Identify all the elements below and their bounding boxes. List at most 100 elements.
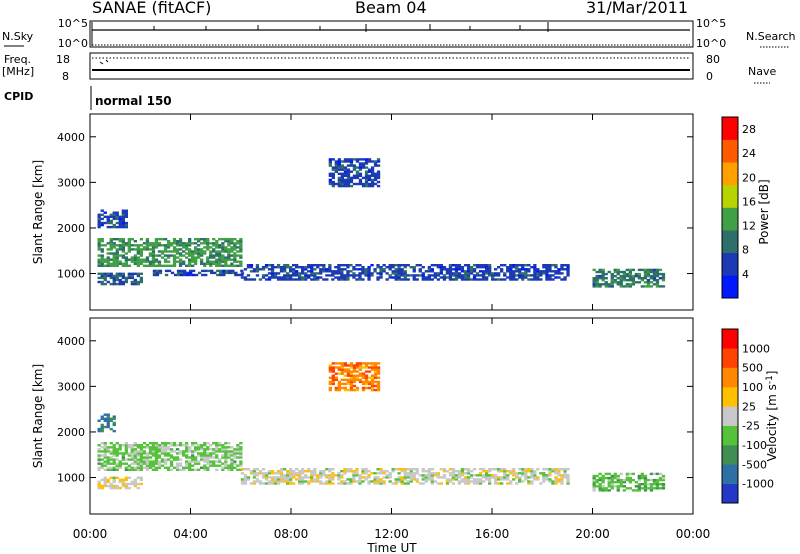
power-echo-cell [394,274,398,277]
velocity-colorbar-tick: 25 [742,400,756,413]
power-echo-cell [218,254,222,257]
power-echo-cell [376,180,381,184]
velocity-echo-cell [124,444,128,447]
power-echo-cell [166,264,171,267]
velocity-echo-cell [289,472,293,475]
power-echo-cell [218,256,222,259]
power-echo-cell [518,272,522,275]
power-echo-cell [219,271,223,275]
power-echo-cell [201,269,205,273]
velocity-echo-cell [610,476,614,480]
velocity-echo-cell [367,470,371,473]
velocity-echo-cell [243,468,248,471]
velocity-echo-cell [370,378,375,381]
power-echo-cell [412,268,416,271]
velocity-echo-cell [130,482,134,486]
velocity-echo-cell [252,482,257,485]
velocity-echo-cell [240,468,245,471]
velocity-echo-cell [252,472,257,475]
velocity-echo-cell [103,452,107,455]
power-echo-cell [97,215,101,218]
power-echo-cell [448,266,453,269]
power-echo-cell [118,260,122,263]
velocity-echo-cell [142,442,147,445]
velocity-echo-cell [625,478,629,482]
velocity-echo-cell [139,450,143,453]
velocity-echo-cell [343,470,347,473]
power-echo-cell [622,285,626,288]
velocity-echo-cell [218,444,222,447]
power-echo-cell [370,264,374,267]
power-echo-cell [628,268,632,272]
power-echo-cell [649,274,654,278]
velocity-echo-cell [331,368,335,371]
velocity-echo-cell [283,480,287,483]
power-echo-cell [121,254,125,257]
velocity-echo-cell [337,482,341,485]
power-echo-cell [261,276,266,279]
power-echo-cell [439,272,443,275]
velocity-echo-cell [430,472,434,475]
velocity-echo-cell [457,476,462,479]
velocity-echo-cell [637,483,641,486]
velocity-echo-cell [185,462,189,465]
power-echo-cell [424,278,428,281]
power-echo-cell [334,166,338,169]
velocity-echo-cell [258,482,263,485]
velocity-echo-cell [115,454,119,457]
power-echo-cell [343,172,348,175]
velocity-echo-cell [97,427,101,431]
power-echo-cell [176,269,181,273]
power-echo-cell [361,278,365,281]
power-echo-cell [364,180,369,184]
velocity-echo-cell [364,472,368,475]
velocity-echo-cell [112,446,116,449]
power-echo-cell [100,213,104,216]
velocity-echo-cell [206,462,210,465]
power-echo-cell [136,274,140,278]
power-colorbar-swatch [722,117,738,140]
power-echo-cell [218,250,222,253]
velocity-echo-cell [592,481,596,484]
power-echo-cell [367,160,372,163]
power-echo-cell [313,276,317,279]
power-echo-cell [115,254,119,257]
velocity-echo-cell [361,476,365,479]
power-echo-cell [554,276,558,279]
power-echo-cell [97,238,101,241]
velocity-echo-cell [613,485,617,488]
freq-tick-left-top: 18 [56,53,70,66]
velocity-echo-cell [197,460,201,463]
velocity-echo-cell [373,376,378,379]
power-echo-cell [385,272,389,275]
power-echo-cell [227,242,231,245]
power-echo-cell [155,271,160,275]
velocity-echo-cell [412,468,416,471]
power-echo-cell [445,276,450,279]
power-echo-cell [246,266,251,269]
velocity-echo-cell [97,419,101,422]
velocity-echo-cell [518,468,522,471]
velocity-echo-cell [175,466,180,469]
velocity-echo-cell [409,476,413,479]
power-echo-cell [97,260,101,263]
velocity-echo-cell [530,480,534,483]
power-echo-cell [133,244,137,247]
power-echo-cell [109,215,113,218]
velocity-echo-cell [518,476,522,479]
velocity-echo-cell [301,476,305,479]
power-echo-cell [457,274,462,277]
power-echo-cell [127,238,131,241]
power-echo-cell [112,260,116,263]
velocity-echo-cell [191,450,195,453]
velocity-echo-cell [610,483,614,486]
power-echo-cell [139,276,143,280]
power-echo-cell [548,266,552,269]
power-echo-cell [346,178,351,182]
velocity-echo-cell [506,470,510,473]
velocity-echo-cell [352,378,357,381]
velocity-echo-cell [527,480,531,483]
velocity-echo-cell [194,462,198,465]
power-colorbar-label: Power [dB] [757,179,771,244]
